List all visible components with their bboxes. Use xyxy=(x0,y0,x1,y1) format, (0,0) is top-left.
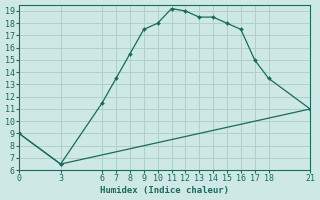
X-axis label: Humidex (Indice chaleur): Humidex (Indice chaleur) xyxy=(100,186,229,195)
